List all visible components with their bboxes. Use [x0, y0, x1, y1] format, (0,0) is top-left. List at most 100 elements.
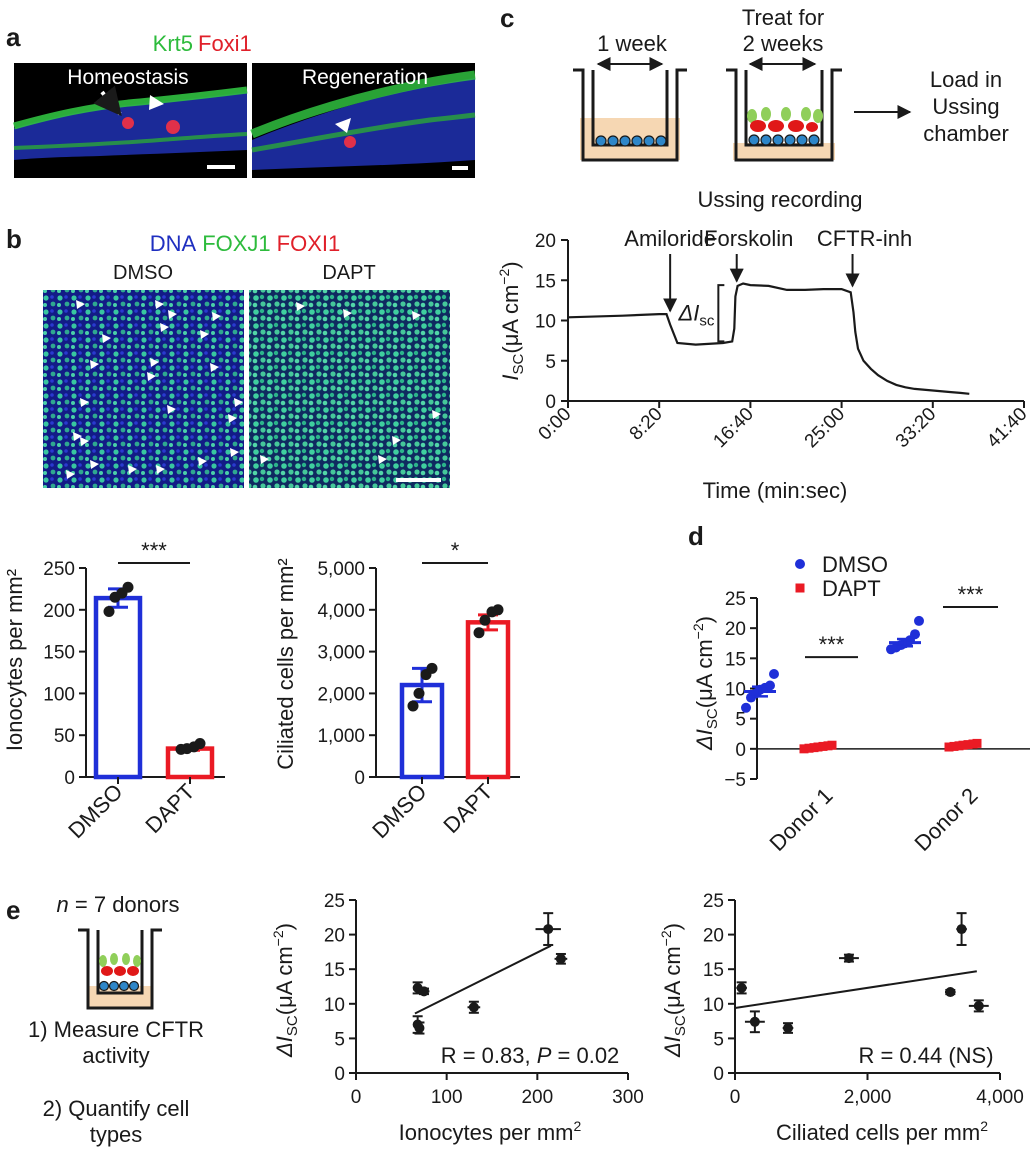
legend-foxj1: FOXJ1	[202, 231, 270, 256]
panel-e-schematic: e n = 7 donors 1) Measure CFTR activity …	[6, 892, 204, 1147]
delta-label: ΔIsc	[677, 300, 714, 329]
transwell-1week: 1 week	[573, 31, 687, 162]
y-axis-label: ΔISC(μA cm−2)	[690, 616, 721, 751]
y-tick-label: 10	[535, 312, 556, 333]
x-tick-label: 25:00	[801, 404, 849, 452]
data-point	[492, 604, 504, 616]
transwell-e	[78, 928, 162, 1010]
legend-krt5: Krt5	[153, 31, 193, 56]
y-tick-label: 15	[324, 960, 345, 981]
data-point	[973, 1000, 984, 1011]
panel-letter-b: b	[6, 224, 22, 254]
significance-label: ***	[141, 538, 167, 563]
y-tick-label: 15	[725, 649, 746, 670]
annotation-label: Amiloride	[624, 226, 716, 251]
panel-c-schematic: c 1 week Treat for 2 wee	[500, 3, 1009, 212]
fit-line	[734, 970, 977, 1009]
data-point	[736, 982, 747, 993]
data-point	[473, 627, 485, 639]
x-tick-label: DAPT	[438, 779, 497, 838]
data-point	[783, 1023, 793, 1034]
y-tick-label: 10	[703, 995, 724, 1016]
y-tick-label: 20	[703, 926, 724, 947]
x-tick-label: 4,000	[976, 1087, 1024, 1108]
data-point	[944, 742, 954, 752]
x-tick-label: 16:40	[709, 404, 757, 452]
micrograph-title-homeostasis: Homeostasis	[67, 66, 188, 89]
x-tick-label: Donor 1	[765, 783, 838, 856]
x-tick-label: 0:00	[535, 404, 576, 445]
y-tick-label: 5	[334, 1029, 345, 1050]
x-axis-label: Ciliated cells per mm2	[776, 1118, 988, 1145]
x-axis-label: Time (min:sec)	[703, 478, 848, 503]
x-tick-label: Donor 2	[910, 783, 983, 856]
y-tick-label: 10	[725, 680, 746, 701]
y-tick-label: 0	[713, 1064, 724, 1085]
y-axis-label: Ionocytes per mm²	[2, 569, 27, 751]
micrograph-regeneration: Regeneration	[250, 63, 476, 178]
data-point	[956, 924, 967, 935]
data-point	[769, 669, 779, 680]
micrograph-dmso-arrowheads	[66, 300, 243, 479]
y-tick-label: 5	[545, 352, 556, 373]
data-point	[419, 986, 429, 997]
y-tick-label: 5,000	[317, 559, 365, 580]
micrograph-dapt-arrowheads	[260, 302, 441, 464]
image-label-dmso: DMSO	[113, 262, 173, 284]
significance-label: ***	[819, 632, 845, 657]
y-tick-label: 15	[703, 960, 724, 981]
x-tick-label: 300	[612, 1087, 644, 1108]
micrograph-title-regeneration: Regeneration	[302, 66, 428, 89]
delta-bracket	[717, 284, 725, 343]
x-tick-label: DMSO	[367, 779, 431, 843]
data-point	[194, 738, 206, 750]
data-point	[122, 581, 134, 593]
panel-letter-a: a	[6, 22, 21, 52]
step2-line1: 2) Quantify cell	[43, 1096, 190, 1121]
data-point	[741, 702, 751, 713]
y-axis-label: ΔISC(μA cm−2)	[658, 923, 689, 1058]
x-tick-label: 2,000	[844, 1087, 892, 1108]
x-tick-label: 33:20	[892, 404, 940, 452]
panel-b-images: b DNA FOXJ1 FOXI1 DMSO DAPT	[6, 224, 450, 488]
y-tick-label: 50	[54, 726, 75, 747]
y-tick-label: 0	[354, 768, 365, 789]
data-point	[749, 1016, 760, 1027]
y-tick-label: 15	[535, 271, 556, 292]
label-1-week: 1 week	[597, 31, 668, 56]
y-tick-label: 150	[43, 643, 75, 664]
y-tick-label: 250	[43, 559, 75, 580]
x-tick-label: 0	[730, 1087, 741, 1108]
chart-ionocytes-correlation: ΔISC(μA cm−2) Ionocytes per mm2 R = 0.83…	[270, 891, 644, 1145]
image-label-dapt: DAPT	[322, 262, 375, 284]
y-axis-label: ΔISC(μA cm−2)	[270, 923, 301, 1058]
y-tick-label: 100	[43, 684, 75, 705]
data-point	[972, 738, 982, 748]
panel-letter-d: d	[688, 521, 704, 551]
x-tick-label: 41:40	[983, 404, 1031, 452]
x-tick-label: 100	[431, 1087, 463, 1108]
micrograph-dapt	[249, 290, 450, 488]
y-tick-label: 0	[64, 768, 75, 789]
x-tick-label: 8:20	[626, 404, 667, 445]
micrograph-homeostasis: Homeostasis	[13, 63, 248, 178]
label-load-line1: Load in	[930, 67, 1002, 92]
legend-foxi1-b: FOXI1	[277, 231, 341, 256]
data-point	[799, 744, 809, 754]
data-point	[827, 740, 837, 750]
y-tick-label: 0	[735, 740, 746, 761]
data-point	[103, 605, 115, 617]
legend-foxi1: Foxi1	[198, 31, 252, 56]
chart-ciliated-bar: Ciliated cells per mm² 0 1,000 2,000 3,000 4…	[273, 538, 520, 843]
bar	[465, 620, 511, 780]
step1-line1: 1) Measure CFTR	[28, 1017, 204, 1042]
data-point	[843, 953, 854, 964]
legend-dna: DNA	[150, 231, 197, 256]
label-treat-line2: 2 weeks	[743, 31, 824, 56]
x-tick-label: 200	[521, 1087, 553, 1108]
step1-line2: activity	[82, 1043, 149, 1068]
label-load-line3: chamber	[923, 121, 1009, 146]
data-point	[468, 1002, 479, 1013]
panel-letter-c: c	[500, 3, 514, 33]
